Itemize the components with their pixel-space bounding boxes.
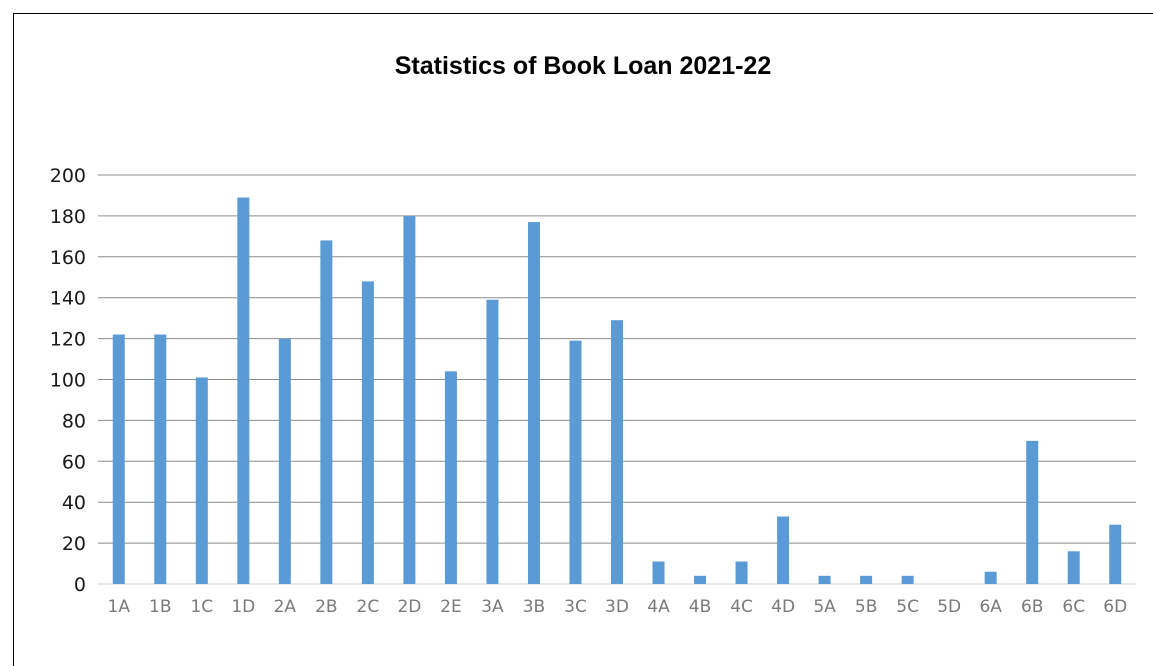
bar-4b <box>694 575 707 584</box>
x-tick-label: 2D <box>397 597 421 617</box>
bar-4d <box>777 516 790 584</box>
bar-4c <box>735 561 748 584</box>
bar-1c <box>195 377 208 584</box>
y-tick-label: 100 <box>50 370 86 392</box>
y-tick-label: 160 <box>50 247 86 269</box>
bars <box>112 197 1122 584</box>
bar-2b <box>320 240 333 584</box>
bar-3b <box>527 222 540 584</box>
x-tick-label: 4D <box>771 597 795 617</box>
bar-3a <box>486 299 499 584</box>
bar-2e <box>444 371 457 584</box>
y-tick-label: 120 <box>50 329 86 351</box>
bar-5c <box>901 575 914 584</box>
x-tick-label: 1C <box>190 597 213 617</box>
bar-1d <box>237 197 250 584</box>
bar-3d <box>611 320 623 584</box>
x-axis-ticks: 1A 1B 1C 1D 2A 2B 2C 2D 2E 3A 3B 3C 3D 4A 4B 4C 4D 5A 5B 5C… <box>108 597 1128 617</box>
bar-4a <box>652 561 665 584</box>
x-tick-label: 3B <box>523 597 545 617</box>
bar-2d <box>403 215 416 584</box>
bar-6c <box>1067 551 1080 584</box>
x-tick-label: 2E <box>440 597 462 617</box>
x-tick-label: 2B <box>315 597 337 617</box>
x-tick-label: 2C <box>357 597 380 617</box>
bar-5a <box>818 575 831 584</box>
bar-5b <box>860 575 873 584</box>
x-tick-label: 1A <box>108 597 131 617</box>
x-tick-label: 3D <box>605 597 629 617</box>
bar-1b <box>154 334 167 584</box>
x-tick-label: 5B <box>855 597 877 617</box>
x-tick-label: 4B <box>689 597 711 617</box>
x-tick-label: 3A <box>481 597 504 617</box>
y-tick-label: 200 <box>50 165 86 187</box>
bar-2a <box>278 338 291 584</box>
x-tick-label: 5D <box>937 597 961 617</box>
y-tick-label: 80 <box>62 410 86 432</box>
x-tick-label: 1B <box>149 597 171 617</box>
y-tick-label: 180 <box>50 206 86 228</box>
chart-title: Statistics of Book Loan 2021-22 <box>394 52 772 80</box>
x-tick-label: 1D <box>231 597 255 617</box>
bar-1a <box>112 334 125 584</box>
x-tick-label: 2A <box>274 597 297 617</box>
x-tick-label: 4A <box>647 597 670 617</box>
x-tick-label: 6D <box>1103 597 1127 617</box>
y-tick-label: 20 <box>62 533 86 555</box>
bar-2c <box>361 281 374 584</box>
x-tick-label: 4C <box>730 597 753 617</box>
x-tick-label: 5A <box>813 597 836 617</box>
y-tick-label: 40 <box>62 492 86 514</box>
bar-6d <box>1109 524 1122 584</box>
y-axis-ticks: 0 20 40 60 80 100 120 140 160 180 200 <box>50 165 86 596</box>
bar-6a <box>984 571 997 584</box>
x-tick-label: 6A <box>979 597 1002 617</box>
y-tick-label: 60 <box>62 451 86 473</box>
y-tick-label: 0 <box>74 574 86 596</box>
bar-3c <box>569 340 582 584</box>
y-tick-label: 140 <box>50 288 86 310</box>
x-tick-label: 3C <box>564 597 587 617</box>
x-tick-label: 6C <box>1062 597 1085 617</box>
x-tick-label: 6B <box>1021 597 1043 617</box>
bar-6b <box>1026 440 1039 584</box>
x-tick-label: 5C <box>896 597 919 617</box>
